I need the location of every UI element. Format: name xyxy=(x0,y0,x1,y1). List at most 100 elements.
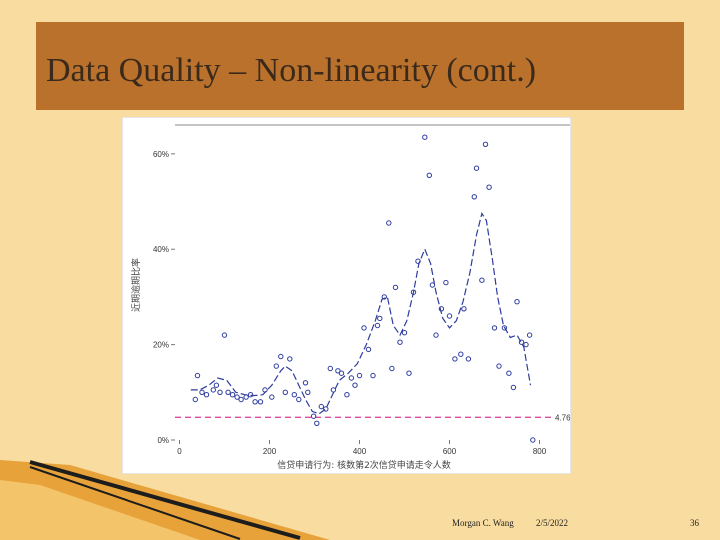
data-point xyxy=(415,258,421,264)
data-point xyxy=(323,406,329,412)
data-point xyxy=(252,399,258,405)
data-point xyxy=(296,396,302,403)
data-point xyxy=(473,165,480,171)
data-point xyxy=(510,384,517,391)
data-point xyxy=(234,394,240,400)
decoration-stroke-thin xyxy=(29,466,241,540)
data-point xyxy=(446,313,453,319)
data-point xyxy=(314,420,320,426)
data-point xyxy=(348,375,355,381)
data-point xyxy=(225,389,231,395)
y-tick-label: 0% xyxy=(157,436,169,445)
data-point xyxy=(458,351,464,357)
decoration-stroke xyxy=(29,460,301,540)
data-point xyxy=(452,356,458,362)
reference-line-label: 4.76% xyxy=(555,413,570,422)
data-point xyxy=(243,394,249,400)
footer-author: Morgan C. Wang xyxy=(452,518,514,528)
data-point xyxy=(278,353,284,360)
data-point xyxy=(392,284,399,291)
data-point xyxy=(370,372,376,379)
x-axis-label: 信贷申请行为: 核数第2次信贷申请走令人数 xyxy=(277,459,451,471)
data-point xyxy=(327,365,334,372)
data-point xyxy=(352,382,358,388)
data-point xyxy=(361,325,367,331)
data-point xyxy=(429,282,436,288)
data-point xyxy=(377,315,383,322)
data-point xyxy=(397,339,403,345)
footer-page-number: 36 xyxy=(690,518,699,528)
data-point xyxy=(210,387,217,393)
data-point xyxy=(365,346,372,353)
data-point xyxy=(401,330,408,336)
data-point xyxy=(426,172,432,178)
scatter-chart: 0% 20% 40% 60% 0 200 400 600 800 信贷申请行为: 核数第2次信贷申… xyxy=(130,124,570,471)
smooth-trend-curve xyxy=(190,212,532,415)
y-tick-label: 20% xyxy=(153,341,169,350)
data-point xyxy=(471,194,477,200)
data-point xyxy=(221,332,228,338)
data-point xyxy=(523,341,529,348)
data-point xyxy=(406,370,412,376)
data-point xyxy=(479,277,485,283)
data-point xyxy=(257,399,264,405)
data-point xyxy=(262,387,268,393)
data-point xyxy=(247,392,254,398)
data-point xyxy=(238,396,244,403)
data-point xyxy=(518,339,525,345)
data-point xyxy=(422,134,428,140)
data-point xyxy=(386,220,392,226)
title-bar: Data Quality – Non-linearity (cont.) xyxy=(36,22,684,110)
y-tick-label: 40% xyxy=(153,245,169,254)
data-point xyxy=(269,394,275,400)
chart-panel: 0% 20% 40% 60% 0 200 400 600 800 信贷申请行为: 核数第2次信贷申… xyxy=(122,117,571,474)
slide-decoration xyxy=(0,460,330,540)
x-tick-label: 0 xyxy=(177,447,182,456)
data-point xyxy=(338,370,345,376)
data-point xyxy=(310,413,317,419)
data-point xyxy=(213,382,220,388)
data-point xyxy=(443,279,449,286)
x-tick-label: 600 xyxy=(443,447,457,456)
data-point xyxy=(282,389,289,395)
data-point xyxy=(203,392,210,398)
data-point xyxy=(433,332,439,338)
data-point xyxy=(330,387,337,393)
data-point xyxy=(356,372,363,379)
data-point xyxy=(344,392,350,398)
y-axis-label: 近期逾期比率 xyxy=(130,258,142,312)
data-point xyxy=(229,392,236,398)
x-tick-label: 800 xyxy=(533,447,547,456)
data-point xyxy=(496,363,502,369)
data-point xyxy=(514,299,520,305)
data-point xyxy=(194,372,201,379)
data-point xyxy=(438,306,445,312)
x-tick-label: 200 xyxy=(263,447,277,456)
data-point xyxy=(291,392,298,398)
decoration-wedge-light xyxy=(0,480,200,540)
data-point xyxy=(318,403,325,410)
data-point xyxy=(335,368,341,374)
data-point xyxy=(374,322,381,329)
data-point xyxy=(491,325,498,331)
data-point xyxy=(192,396,199,403)
data-point xyxy=(526,332,533,338)
data-point xyxy=(381,294,387,300)
data-point xyxy=(302,380,309,386)
footer-date: 2/5/2022 xyxy=(536,518,569,528)
data-point xyxy=(482,141,489,147)
data-point xyxy=(305,389,311,395)
data-point xyxy=(217,389,223,395)
data-point xyxy=(530,437,536,443)
data-point xyxy=(501,325,508,331)
x-tick-label: 400 xyxy=(353,447,367,456)
data-point xyxy=(199,389,205,395)
data-point xyxy=(486,184,492,190)
data-point xyxy=(465,356,472,362)
y-tick-label: 60% xyxy=(153,150,169,159)
data-point xyxy=(389,365,395,372)
data-point xyxy=(461,306,467,312)
slide-title: Data Quality – Non-linearity (cont.) xyxy=(46,52,537,89)
data-point xyxy=(273,363,280,369)
data-point xyxy=(506,370,512,376)
